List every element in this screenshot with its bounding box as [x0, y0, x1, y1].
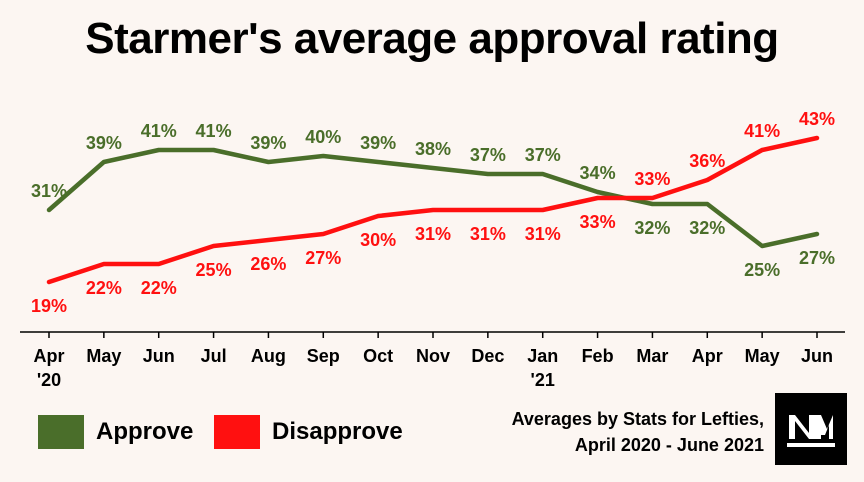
data-label-disapprove: 31%: [525, 224, 561, 244]
x-tick-label: Sep: [307, 346, 340, 366]
data-label-disapprove: 22%: [141, 278, 177, 298]
x-tick-label: Nov: [416, 346, 450, 366]
x-tick-label: '21: [531, 370, 555, 390]
x-tick-label: Mar: [636, 346, 668, 366]
data-label-approve: 39%: [360, 133, 396, 153]
data-label-approve: 41%: [196, 121, 232, 141]
x-tick-label: Feb: [582, 346, 614, 366]
data-label-approve: 39%: [86, 133, 122, 153]
disapprove-swatch: [214, 415, 260, 449]
legend-approve: Approve: [38, 415, 193, 449]
data-label-approve: 41%: [141, 121, 177, 141]
data-label-approve: 39%: [250, 133, 286, 153]
x-tick-label: May: [745, 346, 780, 366]
x-tick-label: Jul: [201, 346, 227, 366]
source-line-2: April 2020 - June 2021: [574, 435, 764, 455]
x-tick-label: Apr: [692, 346, 723, 366]
x-tick-label: Oct: [363, 346, 393, 366]
data-label-approve: 32%: [689, 218, 725, 238]
data-label-approve: 31%: [31, 181, 67, 201]
x-tick-label: Apr: [34, 346, 65, 366]
data-label-approve: 37%: [525, 145, 561, 165]
legend-approve-label: Approve: [96, 418, 194, 445]
series-line-approve: [46, 147, 820, 249]
data-label-approve: 37%: [470, 145, 506, 165]
line-chart: Apr '20 May Jun Jul Aug Sep Oct Nov Dec Jan '21 Feb M…: [20, 109, 845, 390]
data-label-disapprove: 30%: [360, 230, 396, 250]
approve-swatch: [38, 415, 84, 449]
data-label-disapprove: 25%: [196, 260, 232, 280]
chart-title: Starmer's average approval rating: [85, 14, 779, 63]
x-tick-label: Dec: [471, 346, 504, 366]
series-line-disapprove: [46, 135, 820, 285]
x-tick-label: May: [86, 346, 121, 366]
x-tick-label: Jun: [143, 346, 175, 366]
nm-logo-icon: [775, 393, 847, 465]
data-label-disapprove: 33%: [580, 212, 616, 232]
source-line-1: Averages by Stats for Lefties,: [511, 409, 764, 429]
data-label-disapprove: 31%: [415, 224, 451, 244]
x-tick-label: Aug: [251, 346, 286, 366]
data-label-approve: 32%: [634, 218, 670, 238]
data-label-disapprove: 27%: [305, 248, 341, 268]
data-label-approve: 34%: [580, 163, 616, 183]
data-label-disapprove: 22%: [86, 278, 122, 298]
data-label-disapprove: 26%: [250, 254, 286, 274]
legend-disapprove: Disapprove: [214, 415, 403, 449]
data-label-approve: 25%: [744, 260, 780, 280]
data-label-disapprove: 31%: [470, 224, 506, 244]
data-label-disapprove: 36%: [689, 151, 725, 171]
data-label-disapprove: 43%: [799, 109, 835, 129]
data-label-disapprove: 33%: [634, 169, 670, 189]
data-label-approve: 38%: [415, 139, 451, 159]
x-tick-label: Jan: [527, 346, 558, 366]
data-label-approve: 27%: [799, 248, 835, 268]
source-note: Averages by Stats for Lefties, April 202…: [512, 406, 764, 458]
data-label-disapprove: 19%: [31, 296, 67, 316]
data-label-approve: 40%: [305, 127, 341, 147]
legend-disapprove-label: Disapprove: [272, 418, 403, 445]
x-tick-label: '20: [37, 370, 61, 390]
data-label-disapprove: 41%: [744, 121, 780, 141]
x-tick-label: Jun: [801, 346, 833, 366]
